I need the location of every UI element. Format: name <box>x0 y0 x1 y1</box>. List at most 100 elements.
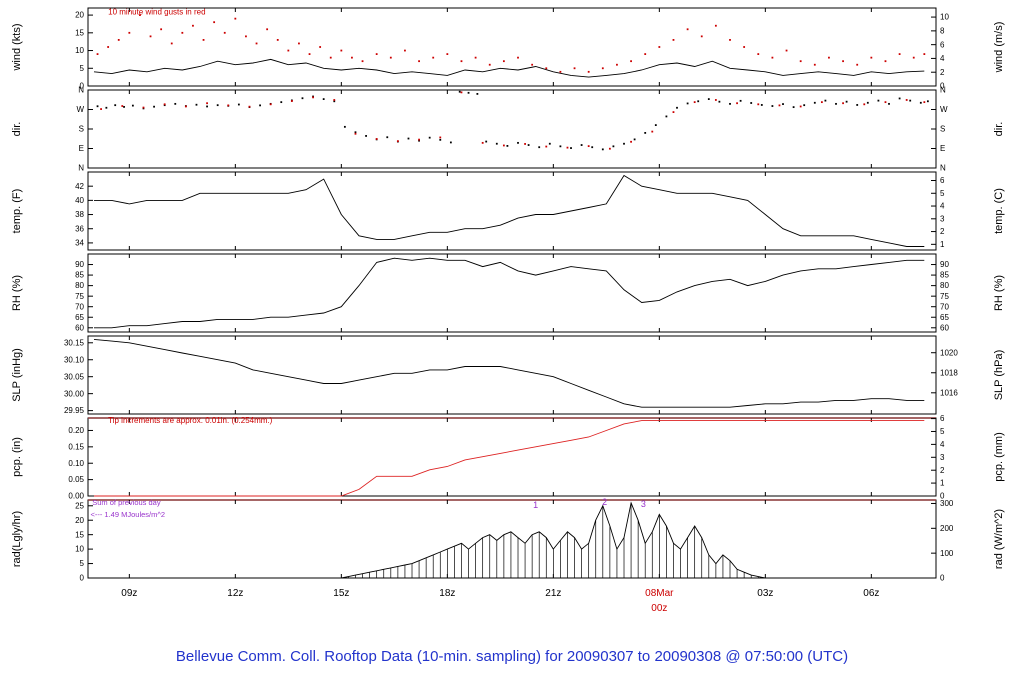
tick-label-right: S <box>940 125 945 134</box>
chart-title: Bellevue Comm. Coll. Rooftop Data (10-mi… <box>175 648 849 665</box>
tick-label-left: 5 <box>80 64 85 73</box>
tick-label-left: E <box>79 144 84 153</box>
ylabel-right-pcp: pcp. (mm) <box>993 432 1005 482</box>
tick-label-right: N <box>940 86 946 95</box>
tick-label-left: 30.00 <box>64 389 85 398</box>
annotation: 10 minute wind gusts in red <box>108 7 205 16</box>
ylabel-left-wind: wind (kts) <box>11 23 23 71</box>
ylabel-right-rh: RH (%) <box>993 275 1005 311</box>
tick-label-left: 30.10 <box>64 355 85 364</box>
tick-label-left: 20 <box>75 11 84 20</box>
tick-label-left: S <box>79 125 84 134</box>
tick-label-right: 4 <box>940 54 945 63</box>
tick-label-left: N <box>78 164 84 173</box>
series-temperature <box>94 174 925 247</box>
tick-label-right: W <box>940 105 948 114</box>
tick-label-right: 85 <box>940 271 949 280</box>
ylabel-right-rad: rad (W/m^2) <box>993 509 1005 569</box>
tick-label-right: 10 <box>940 13 949 22</box>
ylabel-left-dir: dir. <box>11 122 23 137</box>
ylabel-left-slp: SLP (inHg) <box>11 348 23 402</box>
ylabel-right-wind: wind (m/s) <box>993 22 1005 74</box>
panel-rad: 0 5 10 15 20 25 0 100 200 300 rad(Lgly/hr) rad (W/m… <box>11 497 1005 582</box>
x-tick-label: 21z <box>545 588 561 599</box>
panel-wind: 0 5 10 15 20 0 2 4 6 8 10 wind (kts) wind (m/s) 10 mi… <box>11 7 1005 90</box>
series-sea-level-pressure <box>93 338 925 408</box>
tick-label-left: 90 <box>75 260 84 269</box>
tick-label-right: 1 <box>940 479 945 488</box>
tick-label-left: 80 <box>75 281 84 290</box>
ylabel-left-temp: temp. (F) <box>11 189 23 234</box>
series-wind-gusts <box>96 14 926 73</box>
tick-label-left: 0.10 <box>68 459 84 468</box>
tick-label-right: 6 <box>940 414 945 423</box>
tick-label-left: 85 <box>75 271 84 280</box>
tick-label-left: 60 <box>75 323 84 332</box>
tick-label-left: 0.05 <box>68 475 84 484</box>
tick-label-left: 0.15 <box>68 442 84 451</box>
annotation: Tip increments are approx. 0.01in. (0.25… <box>108 416 273 425</box>
tick-label-left: 0.20 <box>68 426 84 435</box>
series-gust-direction <box>100 91 926 150</box>
tick-label-right: 80 <box>940 281 949 290</box>
x-tick-label: 18z <box>439 588 455 599</box>
tick-label-right: 65 <box>940 313 949 322</box>
tick-label-left: 20 <box>75 516 84 525</box>
tick-label-left: 70 <box>75 302 84 311</box>
series-cumulative-precip <box>94 420 925 497</box>
ylabel-left-rh: RH (%) <box>11 275 23 311</box>
tick-label-left: 38 <box>75 210 84 219</box>
tick-label-right: 1 <box>940 240 945 249</box>
tick-label-left: 29.95 <box>64 406 85 415</box>
ylabel-right-slp: SLP (hPa) <box>993 350 1005 401</box>
tick-label-right: 6 <box>940 40 945 49</box>
tick-label-left: 34 <box>75 239 84 248</box>
annotation: <--- 1.49 MJoules/m^2 <box>90 510 165 519</box>
x-tick-label: 03z <box>757 588 773 599</box>
tick-label-right: 0 <box>940 492 945 501</box>
tick-label-left: 15 <box>75 28 84 37</box>
annotation: 2 <box>602 497 607 507</box>
x-axis-labels: 09z 12z 15z 18z 21z 08Mar 00z 03z 06z <box>121 588 879 614</box>
tick-label-right: 200 <box>940 524 954 533</box>
tick-label-right: 75 <box>940 292 949 301</box>
tick-label-left: 15 <box>75 530 84 539</box>
ylabel-left-pcp: pcp. (in) <box>11 437 23 477</box>
tick-label-left: 40 <box>75 196 84 205</box>
x-tick-label: 15z <box>333 588 349 599</box>
tick-label-right: 300 <box>940 499 954 508</box>
ylabel-right-dir: dir. <box>993 122 1005 137</box>
x-tick-label: 00z <box>651 603 667 614</box>
tick-label-left: W <box>76 105 84 114</box>
tick-label-left: 65 <box>75 313 84 322</box>
series-relative-humidity <box>94 257 925 329</box>
tick-label-left: 5 <box>80 559 85 568</box>
tick-label-right: 5 <box>940 427 945 436</box>
annotation: 1 <box>533 500 538 510</box>
panel-slp: 29.95 30.00 30.05 30.10 30.15 1016 1018 1020 SLP… <box>11 335 1005 415</box>
tick-label-right: 4 <box>940 440 945 449</box>
panel-pcp: 0.00 0.05 0.10 0.15 0.20 0 1 2 3 4 5 6 pcp. (in) pcp.… <box>11 414 1005 500</box>
series-solar-radiation <box>341 501 766 579</box>
tick-label-right: 0 <box>940 574 945 583</box>
tick-label-left: 0 <box>80 574 85 583</box>
tick-label-right: 100 <box>940 549 954 558</box>
tick-label-right: 1018 <box>940 368 958 377</box>
tick-label-right: N <box>940 164 946 173</box>
tick-label-left: 10 <box>75 545 84 554</box>
series-wind-speed <box>93 58 925 78</box>
tick-label-right: 5 <box>940 189 945 198</box>
x-tick-label: 09z <box>121 588 137 599</box>
tick-label-left: N <box>78 86 84 95</box>
tick-label-right: 2 <box>940 68 945 77</box>
tick-label-left: 36 <box>75 224 84 233</box>
tick-label-right: 60 <box>940 323 949 332</box>
tick-label-right: 6 <box>940 176 945 185</box>
tick-label-right: 0 <box>940 82 945 91</box>
tick-label-left: 42 <box>75 182 84 191</box>
